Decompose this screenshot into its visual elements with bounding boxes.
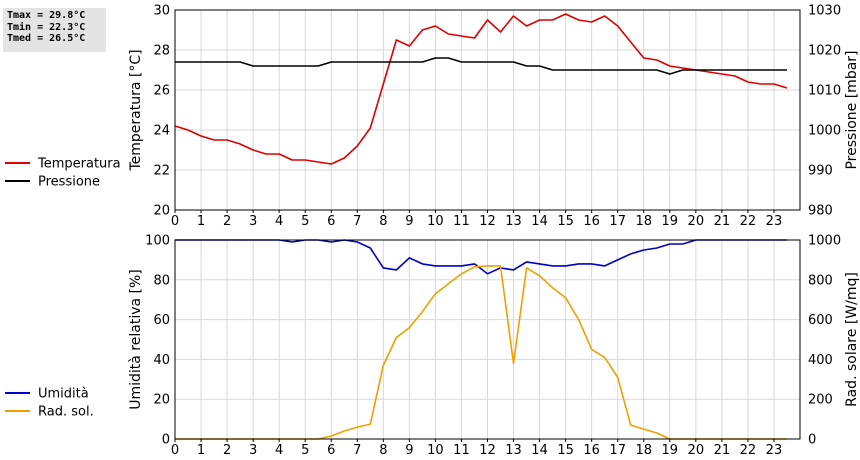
x-tick-label: 15	[557, 214, 574, 229]
x-tick-label: 17	[609, 443, 626, 458]
stats-box: Tmax = 29.8°C Tmin = 22.3°C Tmed = 26.5°…	[3, 8, 106, 52]
x-tick-label: 21	[714, 214, 731, 229]
stat-tmin: Tmin = 22.3°C	[7, 21, 86, 33]
x-tick-label: 2	[223, 443, 231, 458]
y2-tick-label: 1020	[808, 44, 841, 59]
legend-label: Temperatura	[37, 157, 121, 172]
y2-tick-label: 1000	[808, 234, 841, 249]
x-tick-label: 9	[405, 443, 413, 458]
y-tick-label: 100	[145, 234, 170, 249]
y2-axis-title: Rad. solare [W/mq]	[844, 272, 860, 407]
x-tick-label: 11	[453, 214, 470, 229]
y2-tick-label: 1030	[808, 4, 841, 19]
y2-tick-label: 990	[808, 164, 833, 179]
x-tick-label: 20	[688, 214, 705, 229]
x-tick-label: 8	[379, 443, 387, 458]
y-tick-label: 22	[153, 164, 170, 179]
x-tick-label: 13	[505, 214, 522, 229]
x-tick-label: 11	[453, 443, 470, 458]
y-axis-title: Umidità relativa [%]	[128, 269, 144, 410]
x-tick-label: 4	[275, 443, 283, 458]
y-tick-label: 0	[162, 433, 170, 448]
x-tick-label: 7	[353, 214, 361, 229]
x-tick-label: 3	[249, 214, 257, 229]
legend-label: Pressione	[38, 175, 100, 190]
x-tick-label: 16	[583, 443, 600, 458]
x-tick-label: 21	[714, 443, 731, 458]
y-tick-label: 26	[153, 84, 170, 99]
series-line-0-0	[174, 13, 788, 165]
y2-tick-label: 980	[808, 204, 833, 219]
x-tick-label: 14	[531, 443, 548, 458]
x-tick-label: 19	[662, 443, 679, 458]
x-tick-label: 16	[583, 214, 600, 229]
legend-label: Umidità	[38, 387, 89, 402]
x-tick-label: 22	[740, 214, 757, 229]
x-tick-label: 5	[301, 214, 309, 229]
y-tick-label: 80	[153, 273, 170, 288]
x-tick-label: 0	[171, 443, 179, 458]
y-tick-label: 20	[153, 204, 170, 219]
x-tick-label: 7	[353, 443, 361, 458]
legend-label: Rad. sol.	[38, 405, 94, 420]
y-tick-label: 20	[153, 393, 170, 408]
x-tick-label: 13	[505, 443, 522, 458]
x-tick-label: 6	[327, 443, 335, 458]
temperature-pressure-chart: 0 1 2 3 4 5 6 7 8 9 10 11 12 13 14 15 16 17 18 19 20 21 22 2320…	[5, 4, 860, 229]
x-tick-label: 12	[479, 214, 496, 229]
x-tick-label: 8	[379, 214, 387, 229]
x-tick-label: 10	[427, 443, 444, 458]
x-tick-label: 23	[766, 214, 783, 229]
x-tick-label: 18	[635, 443, 652, 458]
x-tick-label: 15	[557, 443, 574, 458]
x-tick-label: 22	[740, 443, 757, 458]
series-line-0-1	[175, 57, 787, 75]
stat-tmax: Tmax = 29.8°C	[7, 10, 86, 21]
x-tick-label: 9	[405, 214, 413, 229]
x-tick-label: 4	[275, 214, 283, 229]
y-tick-label: 60	[153, 313, 170, 328]
x-tick-label: 5	[301, 443, 309, 458]
y2-tick-label: 400	[808, 353, 833, 368]
x-tick-label: 0	[171, 214, 179, 229]
y-tick-label: 40	[153, 353, 170, 368]
y2-tick-label: 1000	[808, 124, 841, 139]
series-line-1-0	[175, 239, 787, 275]
humidity-radiation-chart: 0 1 2 3 4 5 6 7 8 9 10 11 12 13 14 15 16 17 18 19 20 21 22 2302…	[5, 234, 860, 458]
x-tick-label: 20	[688, 443, 705, 458]
y-axis-title: Temperatura [°C]	[128, 49, 144, 171]
y-tick-label: 24	[153, 124, 170, 139]
x-tick-label: 1	[197, 443, 205, 458]
stat-tmed: Tmed = 26.5°C	[7, 33, 86, 44]
x-tick-label: 19	[662, 214, 679, 229]
y-tick-label: 28	[153, 44, 170, 59]
x-tick-label: 23	[766, 443, 783, 458]
y2-tick-label: 800	[808, 273, 833, 288]
y-tick-label: 30	[153, 4, 170, 19]
x-tick-label: 14	[531, 214, 548, 229]
x-tick-label: 2	[223, 214, 231, 229]
x-tick-label: 17	[609, 214, 626, 229]
y2-tick-label: 200	[808, 393, 833, 408]
x-tick-label: 18	[635, 214, 652, 229]
y2-tick-label: 1010	[808, 84, 841, 99]
x-tick-label: 12	[479, 443, 496, 458]
y2-tick-label: 0	[808, 433, 816, 448]
x-tick-label: 10	[427, 214, 444, 229]
y2-axis-title: Pressione [mbar]	[844, 50, 860, 169]
x-tick-label: 3	[249, 443, 257, 458]
x-tick-label: 1	[197, 214, 205, 229]
series-line-1-1	[175, 265, 787, 440]
x-tick-label: 6	[327, 214, 335, 229]
y2-tick-label: 600	[808, 313, 833, 328]
